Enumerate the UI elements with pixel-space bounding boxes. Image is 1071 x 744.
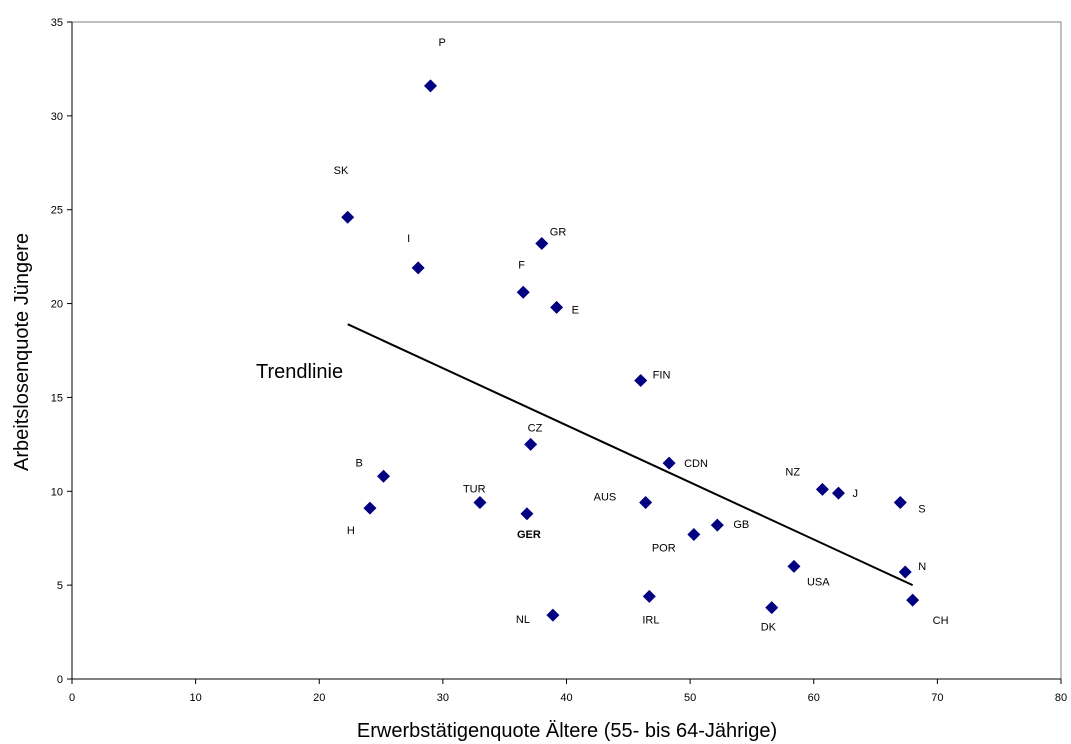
data-point-nz bbox=[815, 482, 829, 496]
x-tick-label: 40 bbox=[560, 692, 572, 704]
point-label-s: S bbox=[918, 504, 925, 516]
data-point-ger bbox=[520, 507, 534, 521]
trendline bbox=[347, 323, 914, 587]
point-label-p: P bbox=[439, 37, 446, 49]
data-point-j bbox=[831, 486, 845, 500]
x-tick-label: 80 bbox=[1055, 692, 1067, 704]
point-label-j: J bbox=[852, 488, 858, 500]
x-tick-label: 60 bbox=[808, 692, 820, 704]
y-tick-label: 10 bbox=[51, 486, 63, 498]
data-point-cdn bbox=[662, 456, 676, 470]
point-label-sk: SK bbox=[334, 165, 349, 177]
x-tick-label: 0 bbox=[69, 692, 75, 704]
x-tick-label: 20 bbox=[313, 692, 325, 704]
trendline-annotation: Trendlinie bbox=[256, 361, 343, 383]
data-point-i bbox=[411, 261, 425, 275]
data-point-h bbox=[363, 501, 377, 515]
data-point-tur bbox=[473, 496, 487, 510]
data-point-p bbox=[424, 79, 438, 93]
x-tick-label: 30 bbox=[437, 692, 449, 704]
y-tick-label: 0 bbox=[57, 674, 63, 686]
y-tick-label: 15 bbox=[51, 392, 63, 404]
plot-area-border bbox=[71, 21, 1062, 680]
data-point-fin bbox=[634, 374, 648, 388]
point-label-gb: GB bbox=[733, 519, 749, 531]
data-point-n bbox=[898, 565, 912, 579]
point-label-gr: GR bbox=[550, 227, 567, 239]
point-label-n: N bbox=[918, 561, 926, 573]
data-point-sk bbox=[341, 210, 355, 224]
y-tick-label: 20 bbox=[51, 299, 63, 311]
data-point-irl bbox=[642, 589, 656, 603]
point-label-usa: USA bbox=[807, 576, 830, 588]
point-label-h: H bbox=[347, 525, 355, 537]
data-point-gr bbox=[535, 237, 549, 251]
point-label-por: POR bbox=[652, 542, 676, 554]
point-label-tur: TUR bbox=[463, 484, 486, 496]
data-point-usa bbox=[787, 559, 801, 573]
data-point-gb bbox=[710, 518, 724, 532]
point-label-i: I bbox=[407, 233, 410, 245]
point-label-e: E bbox=[572, 304, 579, 316]
point-label-irl: IRL bbox=[642, 614, 659, 626]
point-label-ger: GER bbox=[517, 529, 541, 541]
x-tick-label: 50 bbox=[684, 692, 696, 704]
point-label-nl: NL bbox=[516, 614, 530, 626]
x-tick-label: 70 bbox=[931, 692, 943, 704]
point-label-dk: DK bbox=[761, 622, 777, 634]
y-tick-label: 30 bbox=[51, 111, 63, 123]
data-point-s bbox=[893, 496, 907, 510]
point-label-cdn: CDN bbox=[684, 458, 708, 470]
point-label-fin: FIN bbox=[653, 370, 671, 382]
data-point-nl bbox=[546, 608, 560, 622]
point-label-aus: AUS bbox=[594, 492, 617, 504]
y-axis-title: Arbeitslosenquote Jüngere bbox=[11, 233, 33, 471]
y-tick-label: 35 bbox=[51, 17, 63, 29]
x-axis-title: Erwerbstätigenquote Ältere (55- bis 64-J… bbox=[357, 720, 777, 742]
y-tick-label: 5 bbox=[57, 580, 63, 592]
data-point-aus bbox=[639, 496, 653, 510]
x-tick-label: 10 bbox=[190, 692, 202, 704]
point-label-ch: CH bbox=[933, 615, 949, 627]
point-label-nz: NZ bbox=[785, 466, 800, 478]
data-point-f bbox=[516, 285, 530, 299]
data-point-dk bbox=[765, 601, 779, 615]
data-point-por bbox=[687, 527, 701, 541]
data-point-e bbox=[550, 300, 564, 314]
data-point-cz bbox=[524, 437, 538, 451]
point-label-b: B bbox=[356, 457, 363, 469]
data-point-b bbox=[377, 469, 391, 483]
y-tick-label: 25 bbox=[51, 205, 63, 217]
data-point-ch bbox=[906, 593, 920, 607]
point-label-cz: CZ bbox=[528, 422, 543, 434]
point-label-f: F bbox=[518, 259, 525, 271]
